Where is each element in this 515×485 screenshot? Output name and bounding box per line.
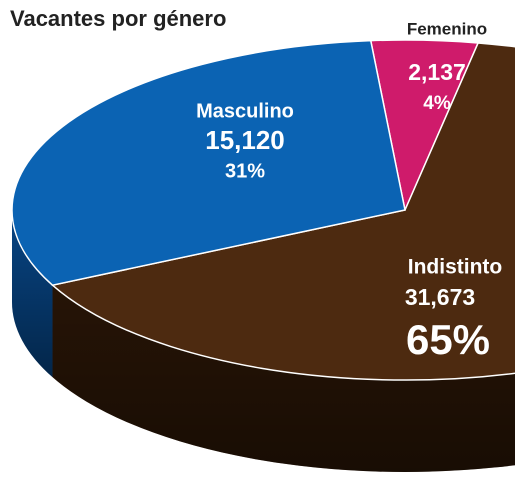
- slice-name: Femenino: [407, 19, 487, 38]
- pie-side-shade: [52, 285, 515, 472]
- slice-name: Indistinto: [408, 256, 502, 279]
- slice-value: 15,120: [205, 125, 285, 155]
- pie-slice: [50, 42, 515, 381]
- slice-name: Masculino: [196, 100, 294, 122]
- slice-percentage: 31%: [225, 160, 265, 182]
- pie-slice: [11, 39, 406, 286]
- slice-percentage: 65%: [406, 316, 490, 363]
- chart-title: Vacantes por género: [10, 6, 226, 31]
- slice-value: 2,137: [408, 59, 466, 85]
- pie: [11, 39, 515, 472]
- slice-value: 31,673: [405, 284, 475, 310]
- pie-side-shade: [12, 210, 53, 378]
- slice-percentage: 4%: [423, 93, 451, 114]
